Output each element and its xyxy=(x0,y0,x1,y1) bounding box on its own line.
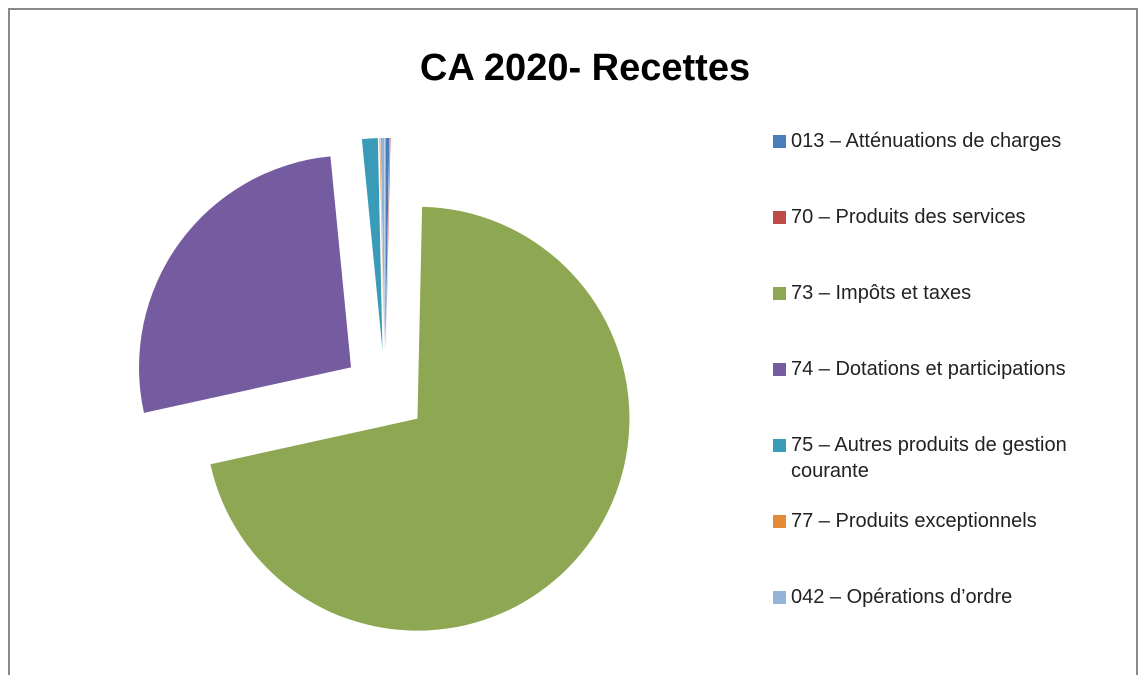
legend-swatch xyxy=(773,591,786,604)
pie-slice xyxy=(379,138,385,351)
legend-item: 75 – Autres produits de gestion courante xyxy=(773,432,1143,508)
pie-slice xyxy=(361,138,383,351)
legend-swatch xyxy=(773,439,786,452)
legend-swatch xyxy=(773,363,786,376)
legend: 013 – Atténuations de charges 70 – Produi… xyxy=(773,128,1143,660)
pie-slice xyxy=(385,138,390,351)
legend-item: 70 – Produits des services xyxy=(773,204,1143,280)
legend-item: 042 – Opérations d’ordre xyxy=(773,584,1143,660)
legend-item: 73 – Impôts et taxes xyxy=(773,280,1143,356)
legend-swatch xyxy=(773,211,786,224)
legend-label: 73 – Impôts et taxes xyxy=(791,282,972,304)
legend-label: 042 – Opérations d’ordre xyxy=(791,586,1013,608)
legend-swatch xyxy=(773,287,786,300)
chart-frame xyxy=(8,8,1138,675)
pie-slice xyxy=(380,138,385,351)
legend-item: 74 – Dotations et participations xyxy=(773,356,1143,432)
legend-label: 70 – Produits des services xyxy=(791,206,1026,228)
legend-label: 77 – Produits exceptionnels xyxy=(791,510,1037,532)
legend-item: 013 – Atténuations de charges xyxy=(773,128,1143,204)
legend-label: 74 – Dotations et participations xyxy=(791,358,1066,380)
pie-slice xyxy=(385,138,391,351)
pie-slice xyxy=(210,206,630,631)
pie-slice xyxy=(139,156,352,413)
chart-title: CA 2020- Recettes xyxy=(420,47,750,89)
legend-label: 75 – Autres produits de gestion courante xyxy=(791,434,1067,482)
legend-swatch xyxy=(773,135,786,148)
legend-item: 77 – Produits exceptionnels xyxy=(773,508,1143,584)
legend-swatch xyxy=(773,515,786,528)
legend-label: 013 – Atténuations de charges xyxy=(791,130,1062,152)
